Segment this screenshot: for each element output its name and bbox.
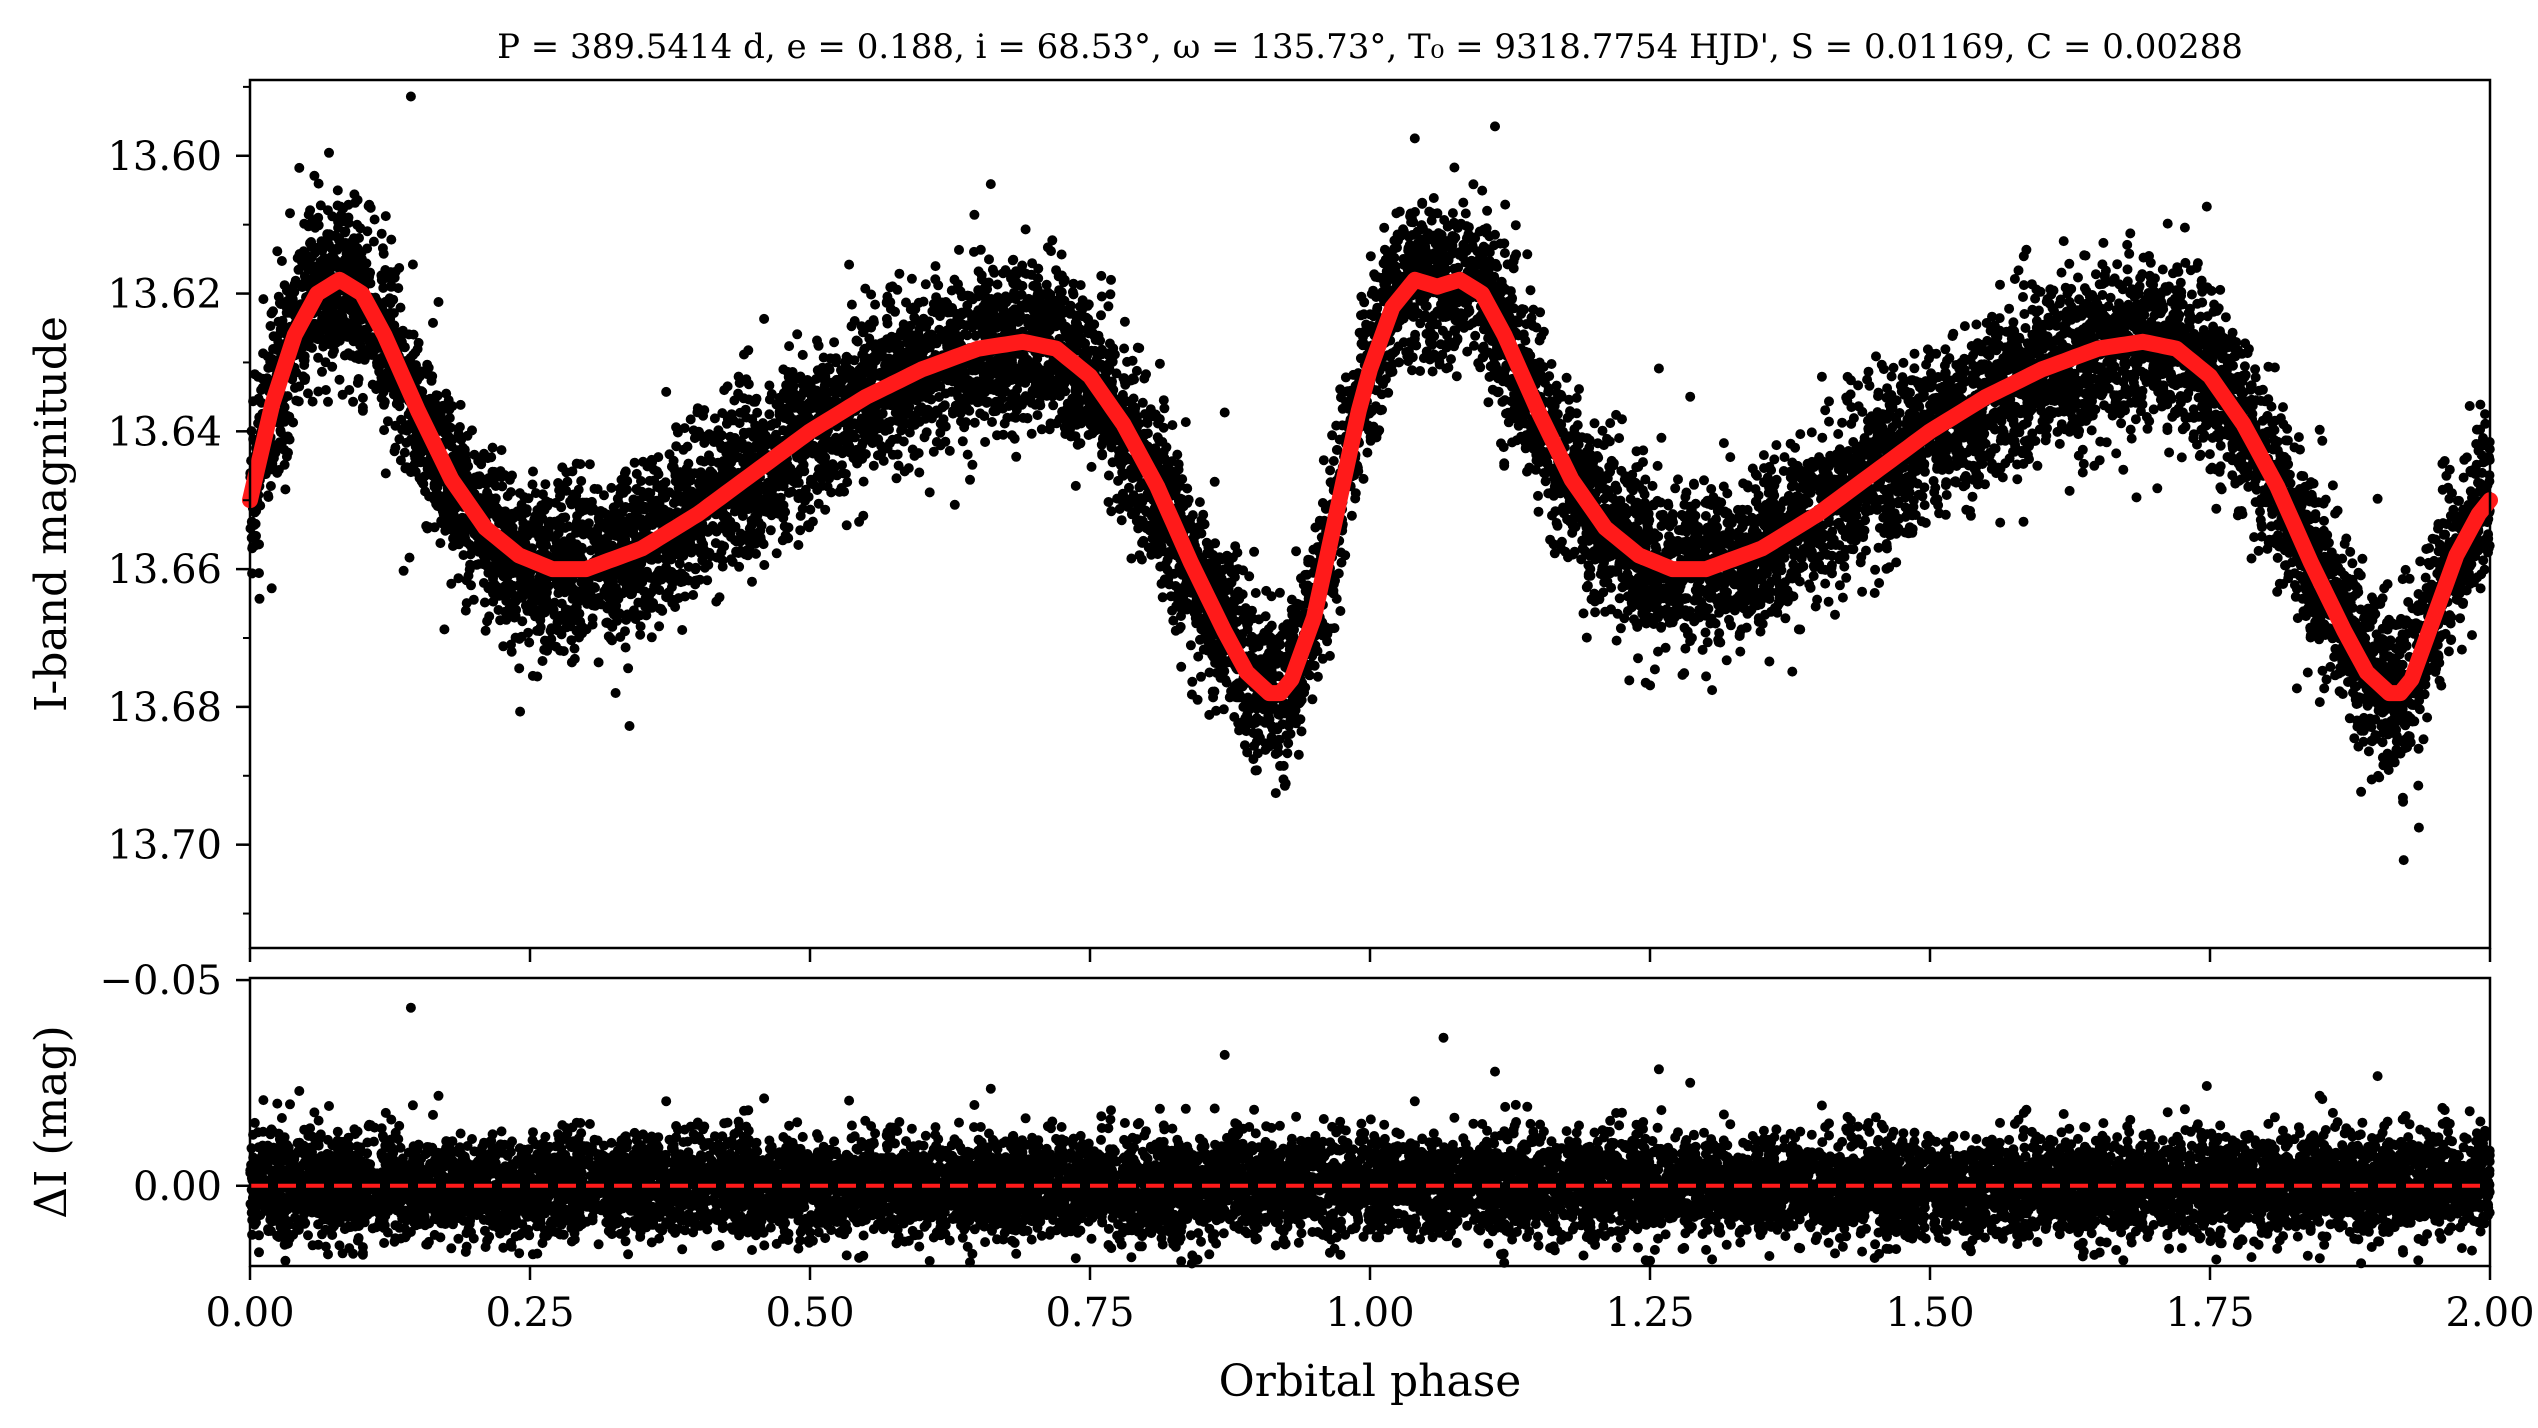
residual-points (245, 1002, 2495, 1269)
bottom-panel: −0.05 0.00 0.00 0.25 0.50 0.75 1.00 1.25 1.50 1.7… (26, 958, 2535, 1407)
x-axis-label: Orbital phase (1219, 1356, 1522, 1407)
bottom-data-layer (245, 1002, 2495, 1269)
bottom-x-tick-label: 1.25 (1605, 1290, 1694, 1336)
bottom-x-tick-label: 0.25 (485, 1290, 574, 1336)
top-y-tick-label: 13.70 (107, 823, 222, 869)
bottom-y-tick-label: −0.05 (99, 958, 222, 1004)
bottom-x-tick-label: 1.00 (1325, 1290, 1414, 1336)
top-y-tick-label: 13.60 (107, 134, 222, 180)
bottom-x-tick-label: 1.75 (2165, 1290, 2254, 1336)
bottom-x-tick-label: 1.50 (1885, 1290, 1974, 1336)
top-y-axis-label: I-band magnitude (26, 316, 77, 712)
chart-title: P = 389.5414 d, e = 0.188, i = 68.53°, ω… (497, 27, 2243, 67)
observation-points (245, 91, 2495, 866)
top-y-tick-label: 13.66 (107, 547, 222, 593)
bottom-x-tick-label: 2.00 (2445, 1290, 2534, 1336)
bottom-y-axis-label: ΔI (mag) (26, 1025, 77, 1219)
bottom-x-tick-label: 0.50 (765, 1290, 854, 1336)
bottom-x-tick-label: 0.75 (1045, 1290, 1134, 1336)
top-data-layer (242, 91, 2498, 866)
top-panel: 13.60 13.62 13.64 13.66 13.68 13.70 I-band ma… (26, 78, 2498, 962)
bottom-ticks: −0.05 0.00 0.00 0.25 0.50 0.75 1.00 1.25 1.50 1.7… (99, 958, 2534, 1336)
top-y-tick-label: 13.68 (107, 685, 222, 731)
top-ticks: 13.60 13.62 13.64 13.66 13.68 13.70 (107, 85, 2492, 962)
bottom-x-tick-label: 0.00 (205, 1290, 294, 1336)
top-y-tick-label: 13.62 (107, 272, 222, 318)
top-y-tick-label: 13.64 (107, 409, 222, 455)
bottom-y-tick-label: 0.00 (133, 1164, 222, 1210)
model-curve (242, 271, 2498, 702)
